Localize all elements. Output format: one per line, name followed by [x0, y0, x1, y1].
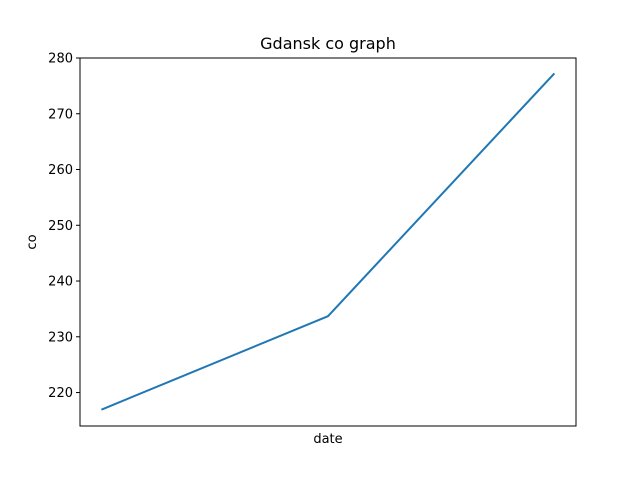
series-line-0: [101, 72, 556, 411]
y-tick-label-0: 220: [48, 386, 73, 401]
y-axis-label: co: [25, 234, 40, 249]
y-tick-label-5: 270: [48, 107, 73, 122]
y-tick-label-3: 250: [48, 219, 73, 234]
plot-area: [101, 72, 556, 411]
chart-title: Gdansk co graph: [260, 34, 396, 53]
x-axis-label: date: [313, 432, 342, 447]
y-tick-label-2: 240: [48, 275, 73, 290]
y-tick-label-6: 280: [48, 52, 73, 67]
axes-frame: [79, 57, 577, 427]
y-tick-label-4: 260: [48, 163, 73, 178]
y-axis-ticks: 220 230 240 250 260 270 280: [48, 52, 80, 401]
y-tick-label-1: 230: [48, 330, 73, 345]
